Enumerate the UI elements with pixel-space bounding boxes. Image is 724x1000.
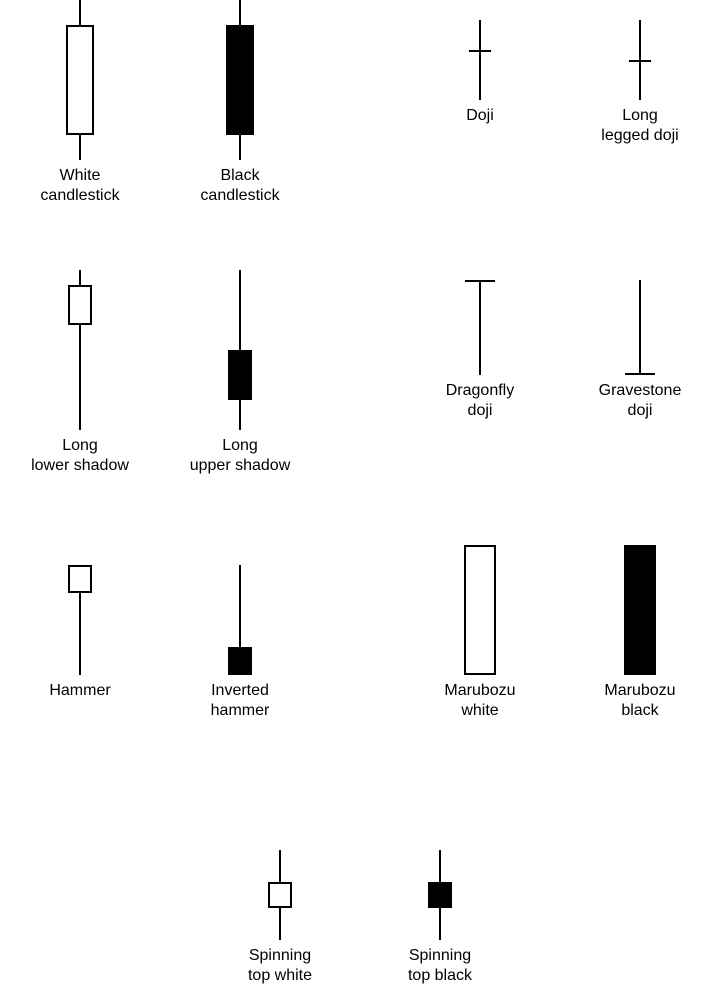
candle-label: Long legged doji <box>560 106 720 146</box>
doji-crossbar <box>469 50 491 52</box>
doji-crossbar <box>465 280 495 282</box>
candle-shape <box>610 280 670 375</box>
candle-body <box>228 647 252 675</box>
candle-shape <box>210 0 270 160</box>
candle-label: Dragonfly doji <box>400 381 560 421</box>
candle-label: Long upper shadow <box>160 436 320 476</box>
candle-label: Black candlestick <box>160 166 320 206</box>
candle-shape <box>450 545 510 675</box>
candle-body <box>428 882 452 908</box>
candle-marubozu-white: Marubozu white <box>400 545 560 721</box>
candle-gravestone-doji: Gravestone doji <box>560 280 720 421</box>
candle-shape <box>250 850 310 940</box>
candle-shape <box>410 850 470 940</box>
candle-body <box>68 565 92 593</box>
candle-body <box>228 350 252 400</box>
candle-dragonfly-doji: Dragonfly doji <box>400 280 560 421</box>
candle-black-candlestick: Black candlestick <box>160 0 320 206</box>
candle-shape <box>610 20 670 100</box>
candle-body <box>226 25 254 135</box>
candle-label: Marubozu white <box>400 681 560 721</box>
candle-label: Gravestone doji <box>560 381 720 421</box>
candle-shape <box>50 0 110 160</box>
candle-body <box>66 25 94 135</box>
candle-long-lower-shadow: Long lower shadow <box>0 270 160 476</box>
candle-label: Long lower shadow <box>0 436 160 476</box>
candle-body <box>624 545 656 675</box>
candle-label: White candlestick <box>0 166 160 206</box>
candle-label: Marubozu black <box>560 681 720 721</box>
wick <box>79 593 81 675</box>
candle-doji: Doji <box>400 20 560 126</box>
candle-label: Hammer <box>0 681 160 701</box>
candle-body <box>68 285 92 325</box>
candle-spinning-top-white: Spinning top white <box>200 850 360 986</box>
candle-long-upper-shadow: Long upper shadow <box>160 270 320 476</box>
wick <box>639 280 641 375</box>
wick <box>239 565 241 647</box>
wick <box>479 280 481 375</box>
candle-shape <box>210 270 270 430</box>
candle-white-candlestick: White candlestick <box>0 0 160 206</box>
candle-long-legged-doji: Long legged doji <box>560 20 720 146</box>
candle-spinning-top-black: Spinning top black <box>360 850 520 986</box>
candle-label: Spinning top black <box>360 946 520 986</box>
candle-shape <box>210 565 270 675</box>
candle-shape <box>450 20 510 100</box>
candle-marubozu-black: Marubozu black <box>560 545 720 721</box>
candle-label: Inverted hammer <box>160 681 320 721</box>
wick <box>479 20 481 100</box>
candle-body <box>464 545 496 675</box>
candle-shape <box>50 270 110 430</box>
candle-shape <box>50 565 110 675</box>
doji-crossbar <box>629 60 651 62</box>
candle-shape <box>610 545 670 675</box>
candle-shape <box>450 280 510 375</box>
doji-crossbar <box>625 373 655 375</box>
candle-inverted-hammer: Inverted hammer <box>160 565 320 721</box>
candle-body <box>268 882 292 908</box>
candle-hammer: Hammer <box>0 565 160 701</box>
candle-label: Spinning top white <box>200 946 360 986</box>
candle-label: Doji <box>400 106 560 126</box>
